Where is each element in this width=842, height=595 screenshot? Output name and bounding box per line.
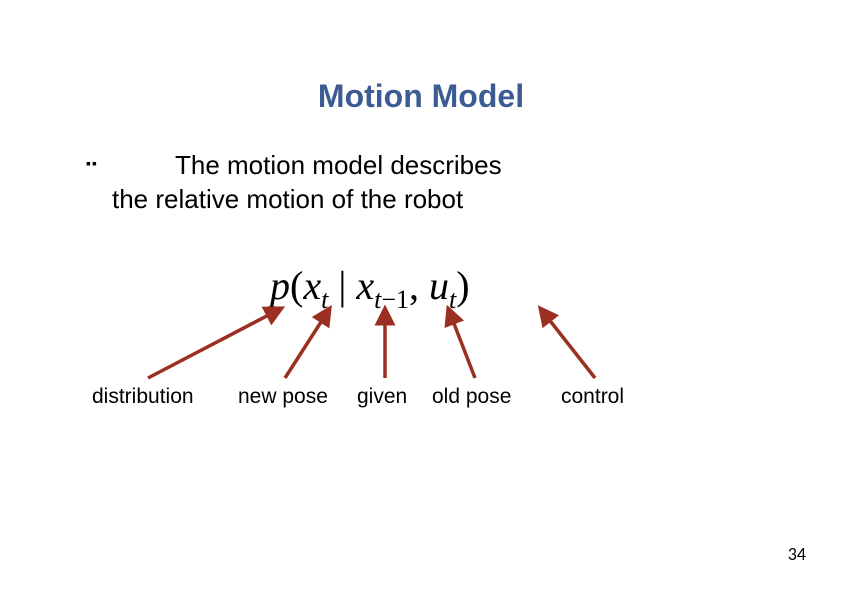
arrow-old-pose xyxy=(448,308,475,378)
label-control: control xyxy=(561,385,624,409)
bullet-marker: ▪▪ xyxy=(86,155,98,171)
formula-comma: , xyxy=(409,263,429,308)
formula-lparen: ( xyxy=(290,263,303,308)
bullet-text-line2: the relative motion of the robot xyxy=(112,184,463,215)
formula-p: p xyxy=(270,263,290,308)
label-distribution: distribution xyxy=(92,385,194,409)
label-new-pose: new pose xyxy=(238,385,328,409)
formula-sub-1: 1 xyxy=(396,285,409,314)
slide-title: Motion Model xyxy=(0,78,842,115)
formula: p(xt | xt−1, ut) xyxy=(270,262,470,315)
label-given: given xyxy=(357,385,407,409)
arrow-new-pose xyxy=(285,308,330,378)
formula-x2: x xyxy=(356,263,374,308)
page-number: 34 xyxy=(788,543,806,565)
bullet-text-line1: The motion model describes xyxy=(175,150,502,181)
formula-x1: x xyxy=(303,263,321,308)
label-old-pose: old pose xyxy=(432,385,511,409)
formula-sub-minus: − xyxy=(381,285,396,314)
formula-u: u xyxy=(429,263,449,308)
formula-rparen: ) xyxy=(456,263,469,308)
formula-bar: | xyxy=(328,263,356,308)
arrow-distribution xyxy=(148,308,282,378)
arrow-control xyxy=(540,308,595,378)
